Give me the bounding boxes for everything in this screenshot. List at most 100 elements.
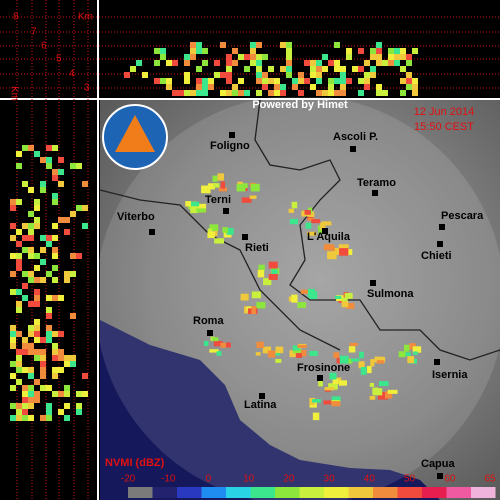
profile-echo	[28, 343, 34, 349]
profile-echo	[10, 235, 16, 241]
profile-echo	[40, 235, 46, 241]
echo	[328, 383, 338, 390]
profile-echo	[400, 48, 406, 54]
profile-echo	[256, 42, 262, 48]
profile-echo	[262, 54, 268, 60]
profile-echo	[82, 223, 88, 229]
city-label: Ascoli P.	[333, 131, 378, 143]
profile-echo	[382, 60, 388, 66]
echo	[249, 195, 257, 199]
profile-echo	[16, 409, 22, 415]
profile-echo	[16, 229, 22, 235]
profile-echo	[22, 223, 28, 229]
profile-echo	[202, 60, 208, 66]
echo	[377, 391, 388, 400]
profile-echo	[376, 48, 382, 54]
profile-echo	[34, 397, 40, 403]
echo	[250, 183, 260, 192]
profile-echo	[286, 72, 292, 78]
legend-swatch	[250, 487, 275, 498]
profile-echo	[250, 54, 256, 60]
echo	[331, 396, 341, 403]
legend-swatch	[373, 487, 398, 498]
profile-echo	[196, 42, 202, 48]
profile-echo	[10, 361, 16, 367]
profile-echo	[394, 48, 400, 54]
profile-echo	[190, 48, 196, 54]
profile-echo	[310, 72, 316, 78]
echo	[222, 227, 229, 233]
profile-echo	[406, 60, 412, 66]
city-marker	[317, 375, 323, 381]
profile-echo	[40, 349, 46, 355]
profile-echo	[28, 145, 34, 151]
profile-echo	[16, 241, 22, 247]
profile-echo	[46, 409, 52, 415]
legend-swatch	[446, 487, 471, 498]
unit-label: Km	[78, 12, 93, 23]
profile-echo	[214, 60, 220, 66]
profile-echo	[262, 84, 268, 90]
echo	[348, 346, 356, 353]
echo	[209, 224, 219, 231]
echo	[297, 344, 307, 348]
profile-echo	[10, 415, 16, 421]
profile-echo	[22, 367, 28, 373]
profile-echo	[412, 84, 418, 90]
profile-echo	[28, 385, 34, 391]
profile-echo	[22, 409, 28, 415]
echo	[211, 337, 219, 342]
echo	[308, 211, 315, 217]
profile-echo	[28, 229, 34, 235]
echo	[350, 358, 360, 362]
echo	[407, 356, 415, 364]
profile-echo	[52, 295, 58, 301]
profile-echo	[286, 48, 292, 54]
echo	[190, 206, 199, 214]
profile-echo	[10, 289, 16, 295]
echo	[251, 306, 256, 315]
profile-echo	[226, 78, 232, 84]
profile-echo	[154, 60, 160, 66]
profile-echo	[262, 72, 268, 78]
city-label: Chieti	[421, 250, 452, 262]
profile-echo	[52, 391, 58, 397]
city-label: Terni	[205, 194, 231, 206]
profile-echo	[280, 42, 286, 48]
profile-echo	[292, 84, 298, 90]
profile-echo	[256, 72, 262, 78]
city-marker	[439, 224, 445, 230]
echo	[312, 412, 320, 421]
profile-echo	[376, 84, 382, 90]
profile-echo	[232, 84, 238, 90]
echo	[201, 185, 211, 194]
city-label: Rieti	[245, 242, 269, 254]
profile-echo	[412, 78, 418, 84]
profile-echo	[208, 78, 214, 84]
profile-echo	[58, 295, 64, 301]
profile-echo	[280, 66, 286, 72]
echo	[307, 231, 317, 236]
echo	[320, 222, 326, 230]
profile-echo	[34, 391, 40, 397]
profile-echo	[184, 60, 190, 66]
profile-echo	[166, 78, 172, 84]
profile-echo	[310, 60, 316, 66]
profile-echo	[22, 415, 28, 421]
echo	[291, 201, 298, 209]
profile-echo	[256, 66, 262, 72]
profile-echo	[274, 90, 280, 96]
profile-echo	[52, 343, 58, 349]
profile-echo	[250, 48, 256, 54]
profile-echo	[46, 163, 52, 169]
profile-echo	[196, 66, 202, 72]
profile-echo	[412, 90, 418, 96]
profile-echo	[46, 313, 52, 319]
profile-echo	[64, 415, 70, 421]
profile-echo	[70, 313, 76, 319]
profile-echo	[34, 205, 40, 211]
height-label: 8	[13, 12, 19, 23]
echo	[329, 372, 337, 380]
profile-echo	[70, 163, 76, 169]
